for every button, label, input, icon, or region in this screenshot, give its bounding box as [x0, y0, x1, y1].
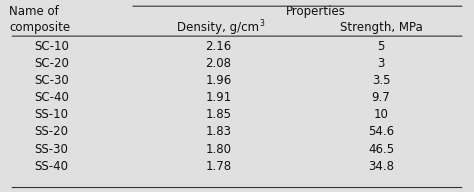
- Text: composite: composite: [9, 21, 71, 34]
- Text: SS-20: SS-20: [34, 125, 68, 138]
- Text: Density, g/cm: Density, g/cm: [177, 21, 259, 34]
- Text: 3: 3: [377, 57, 385, 70]
- Text: 3.5: 3.5: [372, 74, 390, 87]
- Text: 1.80: 1.80: [205, 142, 231, 156]
- Text: SC-20: SC-20: [34, 57, 69, 70]
- Text: 1.83: 1.83: [205, 125, 231, 138]
- Text: 46.5: 46.5: [368, 142, 394, 156]
- Text: 9.7: 9.7: [372, 91, 391, 104]
- Text: SC-30: SC-30: [34, 74, 69, 87]
- Text: SC-10: SC-10: [34, 40, 69, 53]
- Text: 10: 10: [374, 108, 388, 121]
- Text: 2.16: 2.16: [205, 40, 231, 53]
- Text: Properties: Properties: [286, 5, 346, 18]
- Text: 1.78: 1.78: [205, 160, 231, 173]
- Text: Name of: Name of: [9, 5, 59, 18]
- Text: SS-30: SS-30: [34, 142, 68, 156]
- Text: 3: 3: [259, 19, 264, 28]
- Text: 54.6: 54.6: [368, 125, 394, 138]
- Text: SS-40: SS-40: [34, 160, 68, 173]
- Text: 5: 5: [377, 40, 385, 53]
- Text: 1.91: 1.91: [205, 91, 231, 104]
- Text: 1.85: 1.85: [205, 108, 231, 121]
- Text: 2.08: 2.08: [205, 57, 231, 70]
- Text: Strength, MPa: Strength, MPa: [340, 21, 422, 34]
- Text: 1.96: 1.96: [205, 74, 231, 87]
- Text: SS-10: SS-10: [34, 108, 68, 121]
- Text: SC-40: SC-40: [34, 91, 69, 104]
- Text: 34.8: 34.8: [368, 160, 394, 173]
